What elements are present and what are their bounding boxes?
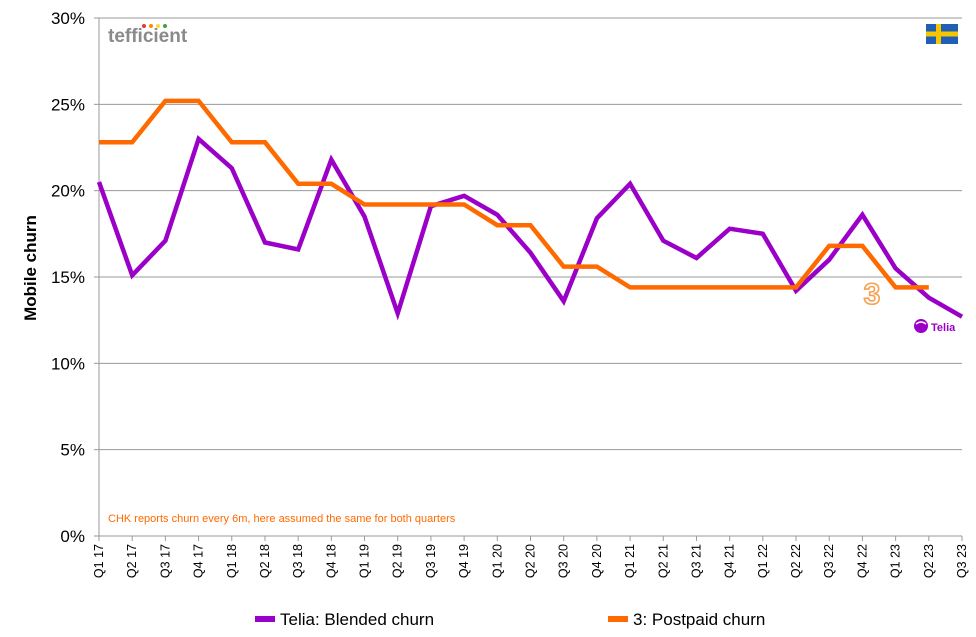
x-tick-label: Q1 23 bbox=[889, 544, 903, 578]
x-tick-label: Q4 22 bbox=[855, 544, 869, 578]
x-tick-label: Q2 19 bbox=[391, 544, 405, 578]
y-axis-ticks: 0% 5% 10% 15% 20% 25% 30% bbox=[51, 9, 99, 546]
series-line-0 bbox=[96, 134, 964, 321]
x-tick-label: Q3 17 bbox=[158, 544, 172, 578]
three-logo-icon: 3 bbox=[863, 277, 881, 312]
x-tick-label: Q3 18 bbox=[291, 544, 305, 578]
x-tick-label: Q2 23 bbox=[922, 544, 936, 578]
legend-item-telia: Telia: Blended churn bbox=[255, 610, 434, 629]
legend: Telia: Blended churn 3: Postpaid churn bbox=[255, 610, 765, 629]
chart-note: CHK reports churn every 6m, here assumed… bbox=[108, 513, 456, 525]
y-tick-label: 5% bbox=[60, 441, 85, 460]
x-tick-label: Q1 21 bbox=[623, 544, 637, 578]
series-lines bbox=[96, 98, 964, 321]
gridlines bbox=[99, 17, 962, 451]
x-tick-label: Q4 21 bbox=[723, 544, 737, 578]
x-tick-label: Q3 22 bbox=[822, 544, 836, 578]
x-tick-label: Q2 20 bbox=[524, 544, 538, 578]
tefficient-logo: tefficient bbox=[108, 24, 188, 47]
x-axis-ticks: Q1 17 Q2 17 Q3 17 Q4 17 Q1 18 Q2 18 Q3 18 Q4 18… bbox=[92, 536, 969, 578]
x-tick-label: Q2 17 bbox=[125, 544, 139, 578]
x-tick-label: Q1 19 bbox=[358, 544, 372, 578]
y-tick-label: 15% bbox=[51, 268, 85, 287]
x-tick-label: Q3 23 bbox=[955, 544, 969, 578]
legend-item-three: 3: Postpaid churn bbox=[608, 610, 765, 629]
x-tick-label: Q4 18 bbox=[324, 544, 338, 578]
x-tick-label: Q4 20 bbox=[590, 544, 604, 578]
x-tick-label: Q2 22 bbox=[789, 544, 803, 578]
y-tick-label: 30% bbox=[51, 9, 85, 28]
x-tick-label: Q2 18 bbox=[258, 544, 272, 578]
x-tick-label: Q1 20 bbox=[490, 544, 504, 578]
x-tick-label: Q2 21 bbox=[656, 544, 670, 578]
y-tick-label: 25% bbox=[51, 95, 85, 114]
tefficient-logo-text: tefficient bbox=[108, 26, 188, 47]
y-tick-label: 10% bbox=[51, 354, 85, 373]
series-line-1 bbox=[99, 98, 929, 290]
y-tick-label: 0% bbox=[60, 527, 85, 546]
x-tick-label: Q4 17 bbox=[192, 544, 206, 578]
x-tick-label: Q3 20 bbox=[557, 544, 571, 578]
legend-label-three: 3: Postpaid churn bbox=[633, 610, 765, 629]
x-tick-label: Q1 22 bbox=[756, 544, 770, 578]
y-axis-label: Mobile churn bbox=[21, 215, 40, 321]
legend-label-telia: Telia: Blended churn bbox=[280, 610, 434, 629]
svg-text:3: 3 bbox=[864, 278, 881, 311]
telia-logo: Telia bbox=[914, 319, 956, 334]
telia-logo-text: Telia bbox=[931, 322, 956, 334]
sweden-flag-icon bbox=[926, 24, 958, 44]
x-tick-label: Q3 21 bbox=[689, 544, 703, 578]
x-tick-label: Q1 18 bbox=[225, 544, 239, 578]
x-tick-label: Q1 17 bbox=[92, 544, 106, 578]
x-tick-label: Q4 19 bbox=[457, 544, 471, 578]
x-tick-label: Q3 19 bbox=[424, 544, 438, 578]
y-tick-label: 20% bbox=[51, 182, 85, 201]
